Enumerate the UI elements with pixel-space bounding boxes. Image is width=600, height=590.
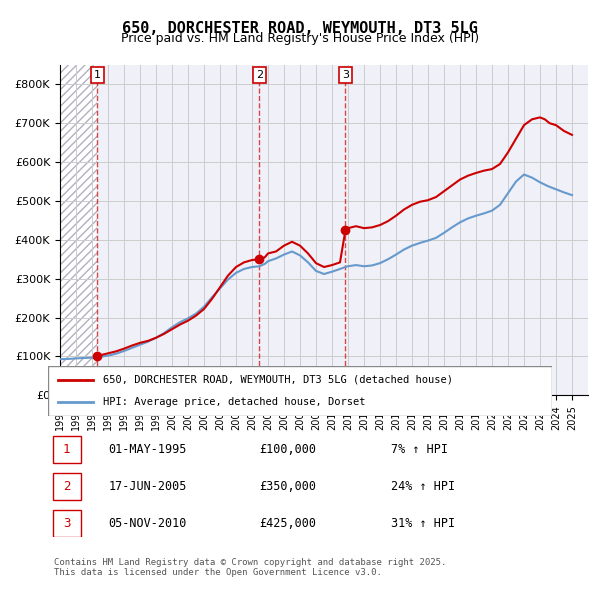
Text: Price paid vs. HM Land Registry's House Price Index (HPI): Price paid vs. HM Land Registry's House …	[121, 32, 479, 45]
Text: 7% ↑ HPI: 7% ↑ HPI	[391, 443, 448, 456]
Text: 650, DORCHESTER ROAD, WEYMOUTH, DT3 5LG: 650, DORCHESTER ROAD, WEYMOUTH, DT3 5LG	[122, 21, 478, 35]
Text: 01-MAY-1995: 01-MAY-1995	[109, 443, 187, 456]
FancyBboxPatch shape	[53, 436, 81, 463]
Text: 24% ↑ HPI: 24% ↑ HPI	[391, 480, 455, 493]
Text: 17-JUN-2005: 17-JUN-2005	[109, 480, 187, 493]
FancyBboxPatch shape	[53, 473, 81, 500]
Text: 2: 2	[63, 480, 70, 493]
FancyBboxPatch shape	[53, 510, 81, 537]
Text: 05-NOV-2010: 05-NOV-2010	[109, 517, 187, 530]
Text: 3: 3	[63, 517, 70, 530]
Text: £100,000: £100,000	[260, 443, 317, 456]
Text: £350,000: £350,000	[260, 480, 317, 493]
Text: HPI: Average price, detached house, Dorset: HPI: Average price, detached house, Dors…	[103, 397, 366, 407]
FancyBboxPatch shape	[48, 366, 552, 416]
Text: 2: 2	[256, 70, 263, 80]
Text: 3: 3	[342, 70, 349, 80]
Text: 650, DORCHESTER ROAD, WEYMOUTH, DT3 5LG (detached house): 650, DORCHESTER ROAD, WEYMOUTH, DT3 5LG …	[103, 375, 454, 385]
Text: £425,000: £425,000	[260, 517, 317, 530]
Text: Contains HM Land Registry data © Crown copyright and database right 2025.
This d: Contains HM Land Registry data © Crown c…	[54, 558, 446, 577]
Text: 1: 1	[94, 70, 101, 80]
Text: 1: 1	[63, 443, 70, 456]
Text: 31% ↑ HPI: 31% ↑ HPI	[391, 517, 455, 530]
